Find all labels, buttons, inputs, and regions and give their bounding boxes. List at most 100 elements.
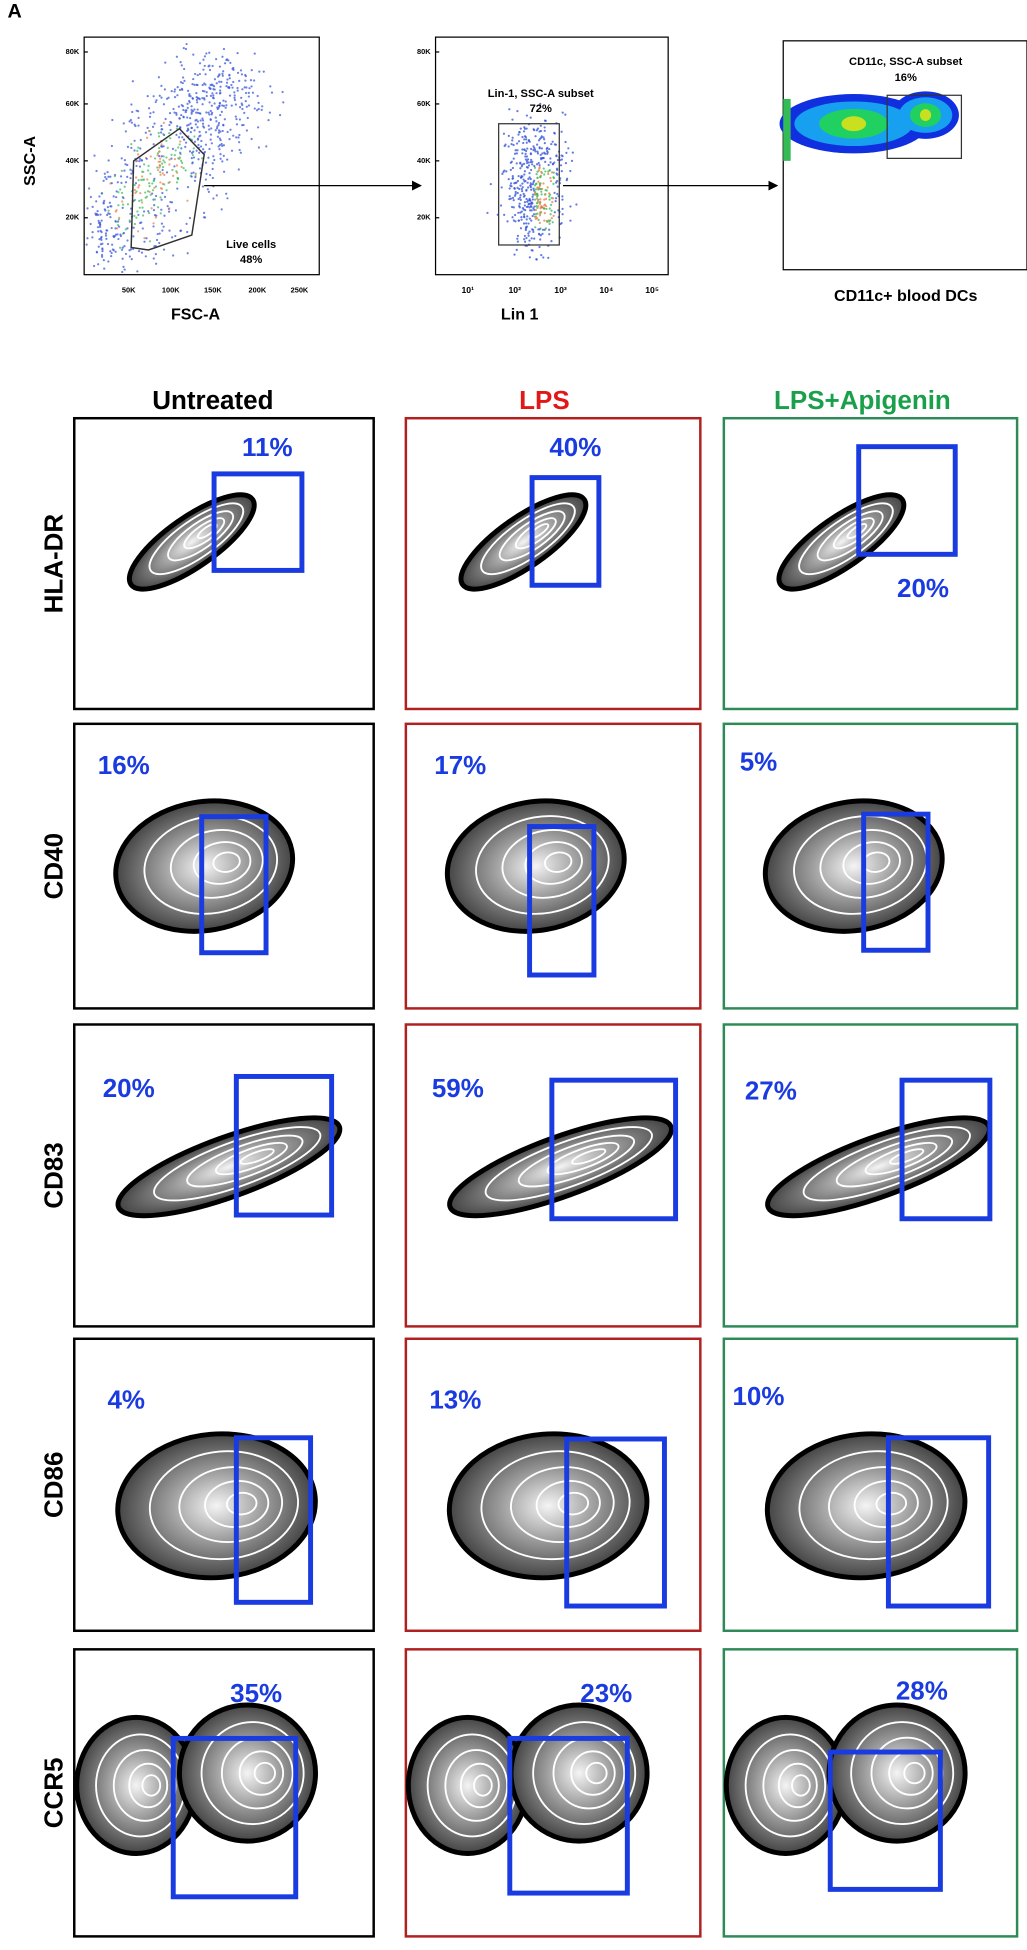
event-dot	[107, 159, 110, 162]
event-dot	[179, 229, 183, 232]
event-dot	[247, 95, 250, 98]
event-dot	[203, 55, 207, 58]
event-dot	[195, 111, 198, 114]
event-dot	[544, 170, 547, 173]
event-dot	[544, 160, 547, 163]
event-dot	[212, 155, 215, 158]
event-dot	[158, 166, 161, 169]
event-dot	[133, 222, 137, 226]
event-dot	[93, 154, 96, 157]
event-dot	[226, 158, 229, 161]
event-dot	[257, 101, 260, 105]
event-dot	[522, 141, 525, 145]
x-tick-label: 10²	[508, 285, 521, 295]
event-dot	[143, 240, 146, 243]
event-dot	[248, 87, 251, 90]
event-dot	[160, 208, 163, 211]
gate	[529, 475, 602, 588]
event-dot	[547, 163, 550, 167]
event-dot	[225, 192, 228, 195]
event-dot	[159, 157, 162, 160]
event-dot	[215, 82, 218, 85]
event-dot	[226, 78, 229, 81]
density-contour	[571, 1148, 607, 1165]
event-dot	[489, 182, 492, 186]
event-dot	[533, 166, 537, 169]
event-dot	[164, 117, 167, 121]
event-dot	[162, 103, 166, 106]
event-dot	[138, 160, 141, 163]
event-dot	[238, 148, 241, 152]
event-dot	[168, 111, 172, 115]
event-dot	[253, 107, 256, 110]
event-dot	[120, 181, 123, 185]
event-dot	[136, 210, 139, 213]
event-dot	[215, 120, 218, 123]
event-dot	[145, 237, 148, 240]
event-dot	[153, 245, 156, 248]
event-dot	[537, 161, 540, 165]
event-dot	[182, 138, 186, 141]
event-dot	[122, 231, 126, 235]
event-dot	[202, 58, 205, 61]
event-dot	[247, 104, 251, 107]
event-dot	[209, 138, 212, 141]
event-dot	[218, 65, 222, 68]
event-dot	[152, 222, 155, 225]
event-dot	[538, 203, 542, 206]
event-dot	[100, 219, 103, 222]
event-dot	[182, 116, 185, 119]
event-dot	[518, 131, 521, 134]
event-dot	[220, 110, 223, 114]
event-dot	[109, 215, 112, 219]
event-dot	[542, 167, 545, 170]
event-dot	[110, 251, 113, 255]
event-dot	[95, 200, 98, 203]
event-dot	[131, 80, 134, 83]
event-dot	[196, 126, 199, 129]
event-dot	[120, 157, 123, 160]
event-dot	[506, 220, 509, 223]
event-dot	[548, 228, 551, 231]
event-dot	[553, 131, 556, 134]
event-dot	[551, 201, 554, 204]
event-dot	[535, 182, 538, 186]
event-dot	[533, 237, 536, 240]
event-dot	[106, 213, 109, 217]
event-dot	[103, 267, 106, 270]
event-dot	[232, 134, 235, 137]
density-contour	[546, 1141, 620, 1176]
event-dot	[130, 172, 133, 175]
event-dot	[555, 155, 558, 158]
event-dot	[218, 101, 221, 105]
event-dot	[100, 253, 104, 257]
event-dot	[221, 144, 224, 147]
density-contour	[148, 1450, 299, 1561]
event-dot	[537, 205, 540, 208]
event-dot	[215, 194, 218, 197]
event-dot	[198, 167, 202, 170]
event-dot	[190, 175, 193, 178]
event-dot	[532, 230, 535, 234]
event-dot	[526, 158, 530, 161]
event-dot	[222, 124, 225, 127]
event-dot	[549, 179, 553, 183]
event-dot	[204, 83, 207, 86]
event-dot	[228, 137, 231, 141]
gate-percent: 16%	[98, 750, 150, 780]
gate-percent: 59%	[432, 1073, 484, 1103]
event-dot	[545, 219, 548, 223]
event-dot	[212, 97, 215, 100]
event-dot	[524, 155, 527, 158]
event-dot	[170, 157, 173, 160]
event-dot	[123, 268, 126, 271]
event-dot	[525, 114, 529, 117]
event-dot	[225, 84, 228, 88]
event-dot	[529, 184, 532, 187]
event-dot	[117, 237, 120, 241]
event-dot	[110, 226, 113, 230]
event-dot	[141, 201, 144, 204]
event-dot	[132, 235, 135, 238]
event-dot	[214, 116, 217, 119]
event-dot	[215, 127, 219, 130]
